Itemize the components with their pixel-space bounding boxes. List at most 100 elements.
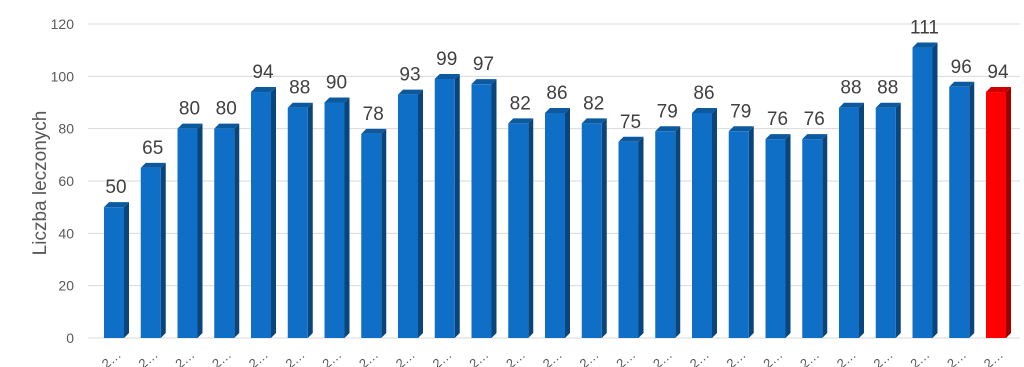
x-tick-label: 2… — [430, 347, 455, 367]
y-axis-ticks: 0 20 40 60 80 100 120 — [51, 16, 75, 346]
bar-front — [728, 131, 749, 338]
data-label: 76 — [767, 109, 788, 130]
bar-side — [1006, 87, 1011, 339]
x-tick-label: 2… — [283, 347, 308, 367]
bar-front — [692, 112, 712, 338]
bar — [839, 102, 864, 338]
bar-top — [471, 79, 497, 85]
y-axis-title: Liczba leczonych — [30, 111, 51, 256]
bar — [140, 162, 166, 338]
bar-front — [471, 84, 492, 338]
bar-front — [398, 94, 418, 339]
data-label: 93 — [399, 65, 420, 86]
data-label: 79 — [657, 101, 678, 122]
bar-top — [618, 136, 644, 142]
bar-side — [859, 102, 864, 338]
data-label: 97 — [473, 54, 494, 75]
bar-top — [324, 97, 350, 103]
bar-side — [712, 107, 717, 338]
x-tick-label: 2… — [319, 347, 344, 367]
x-tick-label: 2… — [613, 347, 638, 367]
bar-front — [324, 102, 345, 338]
bar — [912, 42, 938, 339]
data-label: 96 — [951, 57, 972, 78]
bar-side — [785, 134, 791, 338]
bar — [581, 118, 607, 338]
bar-side — [197, 123, 203, 339]
bar-top — [398, 89, 423, 95]
bar-top — [912, 42, 938, 48]
bar-top — [692, 107, 717, 113]
bar-top — [104, 202, 129, 208]
bar-top — [986, 87, 1011, 93]
x-tick-label: 2… — [687, 347, 712, 367]
bar — [949, 81, 975, 339]
bar — [398, 89, 423, 339]
bar-front — [655, 131, 676, 338]
bar — [471, 79, 497, 338]
bar — [765, 134, 791, 338]
bar-side — [638, 136, 644, 338]
bar-side — [418, 89, 423, 339]
data-label: 75 — [620, 112, 641, 133]
y-tick-label: 80 — [58, 121, 74, 137]
bar-front — [508, 123, 529, 338]
x-tick-label: 2… — [797, 347, 822, 367]
x-tick-label: 2… — [724, 347, 749, 367]
bar-top — [140, 162, 166, 168]
bar — [655, 126, 681, 339]
data-label: 88 — [840, 78, 861, 99]
bar-side — [675, 126, 681, 339]
bar-top — [875, 102, 901, 108]
bar — [177, 123, 203, 339]
bar-top — [251, 87, 276, 93]
bar-front — [361, 133, 382, 338]
bar-top — [434, 73, 460, 79]
bar-front — [434, 78, 455, 338]
bar-top — [949, 81, 975, 87]
data-label: 80 — [179, 99, 200, 120]
bar-top — [581, 118, 607, 124]
x-tick-label: 2… — [466, 347, 491, 367]
bar — [214, 123, 240, 339]
x-tick-label: 2… — [834, 347, 859, 367]
bar-top — [765, 134, 791, 140]
bar-front — [251, 92, 271, 339]
bar-front — [986, 92, 1006, 339]
x-tick-label: 2… — [246, 347, 271, 367]
data-label: 88 — [877, 78, 898, 99]
bar-front — [140, 167, 161, 338]
bar-front — [765, 139, 786, 338]
bar-top — [214, 123, 240, 129]
bar-side — [160, 162, 166, 338]
data-label: 111 — [910, 18, 939, 39]
bar — [508, 118, 534, 338]
y-tick-label: 0 — [66, 330, 74, 346]
bar-top — [545, 107, 570, 113]
bar-side — [271, 87, 276, 339]
bar-top — [728, 126, 754, 132]
data-label: 78 — [363, 104, 384, 125]
bar-side — [969, 81, 975, 339]
bar-side — [932, 42, 938, 339]
y-tick-label: 100 — [51, 68, 75, 84]
y-tick-label: 20 — [58, 278, 74, 294]
x-tick-label: 2… — [577, 347, 602, 367]
bar — [104, 202, 129, 338]
data-label: 50 — [105, 177, 126, 198]
bar — [324, 97, 350, 338]
data-label: 82 — [583, 93, 604, 114]
y-tick-label: 60 — [58, 173, 74, 189]
data-label: 86 — [546, 83, 567, 104]
bar — [875, 102, 901, 338]
bar-top — [802, 134, 828, 140]
bar — [361, 128, 387, 338]
x-tick-label: 2… — [503, 347, 528, 367]
bar — [545, 107, 570, 338]
bar-side — [822, 134, 828, 338]
bar-side — [234, 123, 240, 339]
x-tick-label: 2… — [907, 347, 932, 367]
bar — [251, 87, 276, 339]
